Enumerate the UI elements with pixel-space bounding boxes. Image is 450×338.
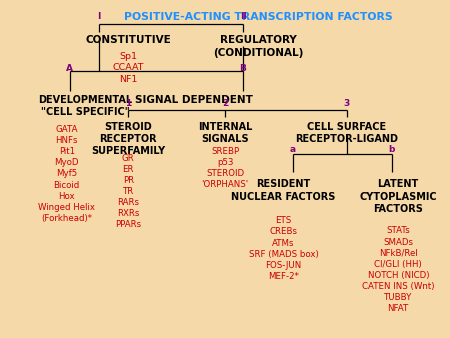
Text: II: II bbox=[240, 12, 247, 21]
Text: RESIDENT
NUCLEAR FACTORS: RESIDENT NUCLEAR FACTORS bbox=[231, 179, 336, 201]
Text: STEROID
RECEPTOR
SUPERFAMILY: STEROID RECEPTOR SUPERFAMILY bbox=[91, 122, 165, 156]
Text: ETS
CREBs
ATMs
SRF (MADS box)
FOS-JUN
MEF-2*: ETS CREBs ATMs SRF (MADS box) FOS-JUN ME… bbox=[248, 216, 319, 281]
Text: POSITIVE-ACTING TRANSCRIPTION FACTORS: POSITIVE-ACTING TRANSCRIPTION FACTORS bbox=[125, 12, 393, 22]
Text: 3: 3 bbox=[343, 99, 350, 108]
Text: a: a bbox=[289, 145, 296, 154]
Text: b: b bbox=[388, 145, 395, 154]
Text: SIGNAL DEPENDENT: SIGNAL DEPENDENT bbox=[135, 95, 252, 105]
Text: STATs
SMADs
NFkB/Rel
CI/GLI (HH)
NOTCH (NICD)
CATEN INS (Wnt)
TUBBY
NFAT: STATs SMADs NFkB/Rel CI/GLI (HH) NOTCH (… bbox=[362, 226, 435, 313]
Text: REGULATORY
(CONDITIONAL): REGULATORY (CONDITIONAL) bbox=[214, 35, 304, 58]
Text: I: I bbox=[97, 12, 101, 21]
Text: GR
ER
PR
TR
RARs
RXRs
PPARs: GR ER PR TR RARs RXRs PPARs bbox=[115, 154, 141, 230]
Text: 1: 1 bbox=[125, 99, 131, 108]
Text: A: A bbox=[66, 64, 73, 73]
Text: CONSTITUTIVE: CONSTITUTIVE bbox=[86, 35, 171, 46]
Text: INTERNAL
SIGNALS: INTERNAL SIGNALS bbox=[198, 122, 252, 144]
Text: GATA
HNFs
Pit1
MyoD
Myf5
Bicoid
Hox
Winged Helix
(Forkhead)*: GATA HNFs Pit1 MyoD Myf5 Bicoid Hox Wing… bbox=[38, 125, 95, 223]
Text: B: B bbox=[239, 64, 247, 73]
Text: LATENT
CYTOPLASMIC
FACTORS: LATENT CYTOPLASMIC FACTORS bbox=[360, 179, 437, 214]
Text: CELL SURFACE
RECEPTOR-LIGAND: CELL SURFACE RECEPTOR-LIGAND bbox=[295, 122, 398, 144]
Text: DEVELOPMENTAL
"CELL SPECIFIC": DEVELOPMENTAL "CELL SPECIFIC" bbox=[38, 95, 132, 117]
Text: Sp1
CCAAT
NF1: Sp1 CCAAT NF1 bbox=[112, 52, 144, 83]
Text: 2: 2 bbox=[222, 99, 228, 108]
Text: SREBP
p53
STEROID
'ORPHANS': SREBP p53 STEROID 'ORPHANS' bbox=[202, 147, 248, 189]
